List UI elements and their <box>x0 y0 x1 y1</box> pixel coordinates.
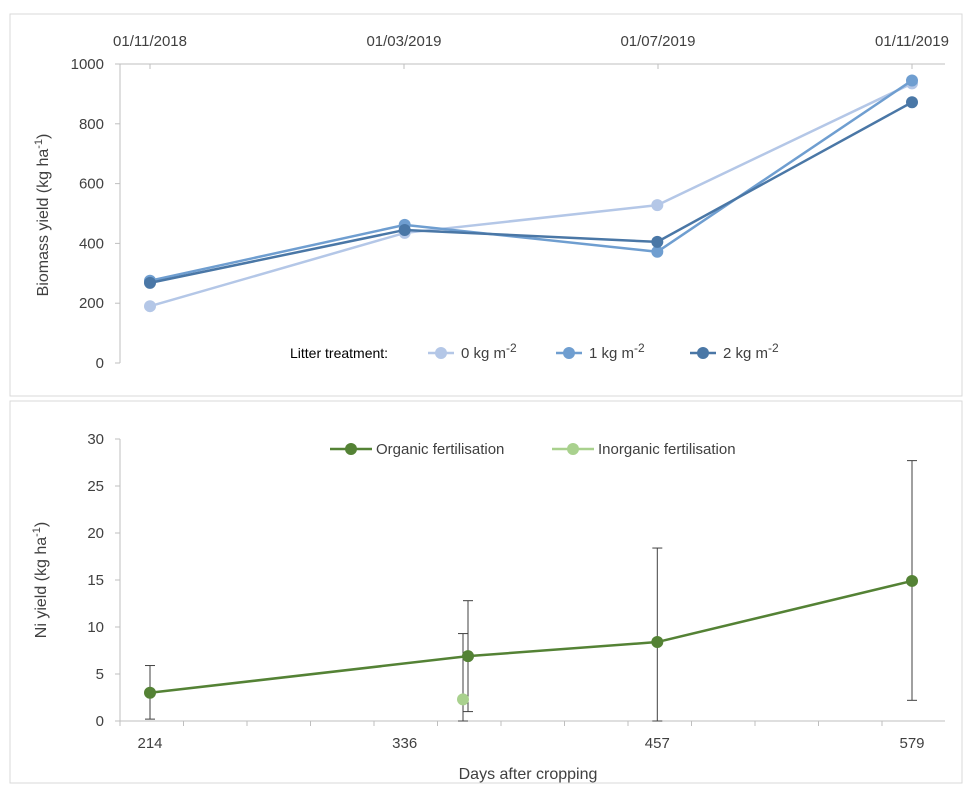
bottom-legend-label: Inorganic fertilisation <box>598 441 736 458</box>
bottom-ytick-label: 0 <box>96 713 104 730</box>
top-legend-label: 0 kg m-2 <box>461 341 517 362</box>
bottom-series-point <box>144 686 156 699</box>
top-legend-label: 1 kg m-2 <box>589 341 645 362</box>
bottom-ytick-label: 30 <box>87 431 104 448</box>
top-legend-title: Litter treatment: <box>290 345 388 361</box>
bottom-legend: Organic fertilisation Inorganic fertilisa… <box>330 441 736 458</box>
bottom-panel-frame <box>9 400 963 784</box>
top-ylabel-main: Biomass yield (kg ha <box>35 149 52 297</box>
top-series-point <box>651 199 664 212</box>
top-ylabel-close: ) <box>35 134 52 139</box>
top-ytick-label: 1000 <box>71 56 104 73</box>
top-legend-label-sup: -2 <box>768 341 779 355</box>
top-ytick-label: 600 <box>79 176 104 193</box>
bottom-xtick-label: 336 <box>392 735 417 752</box>
top-legend-label-sup: -2 <box>634 341 645 355</box>
bottom-series-point <box>462 650 474 663</box>
bottom-ytick-label: 25 <box>87 478 104 495</box>
top-legend-label-sup: -2 <box>506 341 517 355</box>
top-legend-label-main: 0 kg m <box>461 345 506 362</box>
top-legend: Litter treatment: 0 kg m-2 1 kg m-2 2 kg m… <box>290 341 779 362</box>
bottom-ylabel-main: Ni yield (kg ha <box>33 537 50 638</box>
bottom-xtick-label: 457 <box>645 735 670 752</box>
bottom-series-line <box>149 579 913 695</box>
top-xtick-label: 01/11/2018 <box>113 33 187 50</box>
top-ytick-label: 800 <box>79 116 104 133</box>
bottom-legend-marker <box>345 443 357 455</box>
top-ytick-label: 400 <box>79 235 104 252</box>
top-series-line <box>149 101 913 285</box>
top-series-line <box>149 82 913 308</box>
bottom-series-point <box>906 574 918 587</box>
bottom-series-point <box>651 636 664 649</box>
top-xtick-label: 01/11/2019 <box>875 33 949 50</box>
top-panel-frame <box>9 13 963 397</box>
bottom-ytick-label: 20 <box>87 525 104 542</box>
bottom-legend-label: Organic fertilisation <box>376 441 504 458</box>
bottom-legend-marker <box>567 443 579 455</box>
top-series-point <box>906 96 918 109</box>
top-ytick-label: 200 <box>79 295 104 312</box>
bottom-ylabel: Ni yield (kg ha-1) <box>31 522 50 638</box>
top-legend-label: 2 kg m-2 <box>723 341 779 362</box>
top-legend-marker <box>563 347 575 359</box>
top-legend-marker <box>435 347 447 359</box>
bottom-ylabel-sup: -1 <box>31 527 43 537</box>
bottom-xtick-label: 579 <box>899 735 924 752</box>
top-legend-label-main: 2 kg m <box>723 345 768 362</box>
top-series-point <box>651 235 664 248</box>
bottom-xtick-label: 214 <box>137 735 162 752</box>
top-ytick-label: 0 <box>96 355 104 372</box>
top-legend-label-main: 1 kg m <box>589 345 634 362</box>
bottom-ytick-label: 10 <box>87 619 104 636</box>
bottom-plot: 0 5 10 15 20 25 30 214 336 457 579 <box>87 431 945 752</box>
top-plot: 0 200 400 600 800 1000 01/11/2018 01/03/2019 01/… <box>71 33 949 372</box>
bottom-series-point <box>457 693 469 706</box>
top-series-point <box>144 276 156 289</box>
top-series-point <box>398 223 411 236</box>
bottom-xlabel: Days after cropping <box>459 766 598 783</box>
top-ylabel: Biomass yield (kg ha-1) <box>33 134 52 297</box>
top-xtick-label: 01/03/2019 <box>366 33 441 50</box>
top-ylabel-sup: -1 <box>33 139 45 149</box>
top-series-line <box>149 79 913 282</box>
bottom-ylabel-close: ) <box>33 522 50 527</box>
top-legend-marker <box>697 347 709 359</box>
top-series-point <box>144 300 156 313</box>
top-series-point <box>906 74 918 87</box>
bottom-ytick-label: 15 <box>87 572 104 589</box>
top-xtick-label: 01/07/2019 <box>620 33 695 50</box>
bottom-ytick-label: 5 <box>96 666 104 683</box>
top-series-point <box>651 245 664 258</box>
